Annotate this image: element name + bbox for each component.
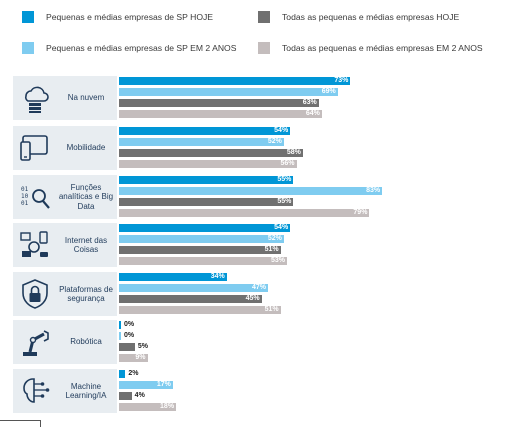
bar xyxy=(119,403,177,411)
bar-value-label: 51% xyxy=(264,246,279,253)
bar xyxy=(119,160,297,168)
bar xyxy=(119,392,132,400)
bar-value-label: 79% xyxy=(353,209,368,216)
legend-swatch xyxy=(258,42,270,54)
bar-value-label: 55% xyxy=(277,198,292,205)
bar xyxy=(119,77,351,85)
bar xyxy=(119,138,284,146)
legend-swatch xyxy=(258,11,270,23)
bar-value-label: 17% xyxy=(156,381,171,388)
bar xyxy=(119,284,268,292)
category-label: Plataformas de segurança xyxy=(59,284,113,304)
bar-value-label: 0% xyxy=(124,321,135,328)
bar xyxy=(119,306,281,314)
category-box: 01 10 01 Funções analíticas e Big Data xyxy=(13,175,117,219)
bar-value-label: 55% xyxy=(277,176,292,183)
bar xyxy=(119,127,291,135)
bar-value-label: 56% xyxy=(280,160,295,167)
svg-text:01: 01 xyxy=(21,200,29,207)
category-box: Robótica xyxy=(13,320,117,364)
legend-item: Pequenas e médias empresas de SP EM 2 AN… xyxy=(22,42,236,54)
bar-value-label: 45% xyxy=(245,295,260,302)
bar xyxy=(119,88,338,96)
bar-value-label: 47% xyxy=(251,284,266,291)
bar-value-label: 54% xyxy=(274,224,289,231)
bar-value-label: 54% xyxy=(274,127,289,134)
bar xyxy=(119,273,227,281)
category-label: Internet das Coisas xyxy=(64,235,108,255)
corner-line-decoration xyxy=(0,420,41,427)
bar-value-label: 0% xyxy=(124,332,135,339)
category-box: Mobilidade xyxy=(13,126,117,170)
category-label: Na nuvem xyxy=(67,93,105,103)
brain-circuit-icon xyxy=(19,375,51,407)
bar-value-label: 83% xyxy=(366,187,381,194)
category-label: Funções analíticas e Big Data xyxy=(58,182,114,211)
bar xyxy=(119,354,148,362)
binary-magnifier-icon: 01 10 01 xyxy=(19,181,51,213)
bar xyxy=(119,246,281,254)
legend-label: Pequenas e médias empresas de SP EM 2 AN… xyxy=(46,43,237,53)
bar-value-label: 52% xyxy=(267,138,282,145)
bar xyxy=(119,176,294,184)
bar-value-label: 9% xyxy=(135,354,146,361)
bar xyxy=(119,343,135,351)
bar xyxy=(119,295,262,303)
connected-devices-icon xyxy=(19,229,51,261)
category-box: Plataformas de segurança xyxy=(13,272,117,316)
legend-swatch xyxy=(22,42,34,54)
bar-value-label: 58% xyxy=(286,149,301,156)
bar-value-label: 2% xyxy=(128,370,139,377)
bar xyxy=(119,110,322,118)
robot-arm-icon xyxy=(19,326,51,358)
bar xyxy=(119,332,121,340)
cloud-server-icon xyxy=(19,82,51,114)
bar-value-label: 64% xyxy=(305,110,320,117)
bar-value-label: 34% xyxy=(210,273,225,280)
svg-text:01: 01 xyxy=(21,186,29,193)
bar xyxy=(119,198,294,206)
bar-value-label: 5% xyxy=(137,343,148,350)
bar xyxy=(119,370,126,378)
legend-item: Todas as pequenas e médias empresas EM 2… xyxy=(258,42,483,54)
bar-value-label: 4% xyxy=(134,392,145,399)
category-box: Machine Learning/IA xyxy=(13,369,117,413)
bar xyxy=(119,381,173,389)
bar xyxy=(119,321,121,329)
bar-value-label: 52% xyxy=(267,235,282,242)
legend-item: Pequenas e médias empresas de SP HOJE xyxy=(22,11,213,23)
category-label: Machine Learning/IA xyxy=(65,381,107,401)
bar-value-label: 73% xyxy=(334,77,349,84)
tablet-phone-icon xyxy=(19,132,51,164)
bar xyxy=(119,149,303,157)
bar xyxy=(119,187,383,195)
legend-label: Pequenas e médias empresas de SP HOJE xyxy=(46,12,214,22)
bar xyxy=(119,99,319,107)
bar xyxy=(119,257,287,265)
legend: Pequenas e médias empresas de SP HOJE Tod… xyxy=(0,0,508,64)
legend-item: Todas as pequenas e médias empresas HOJE xyxy=(258,11,459,23)
bar xyxy=(119,224,291,232)
svg-text:10: 10 xyxy=(21,193,29,200)
category-label: Mobilidade xyxy=(66,143,106,153)
bar xyxy=(119,235,284,243)
category-box: Internet das Coisas xyxy=(13,223,117,267)
bar-value-label: 18% xyxy=(160,403,175,410)
bar xyxy=(119,209,370,217)
bar-value-label: 69% xyxy=(321,88,336,95)
category-box: Na nuvem xyxy=(13,76,117,120)
legend-label: Todas as pequenas e médias empresas EM 2… xyxy=(282,43,483,53)
bar-value-label: 53% xyxy=(270,257,285,264)
legend-label: Todas as pequenas e médias empresas HOJE xyxy=(282,12,460,22)
bar-value-label: 63% xyxy=(302,99,317,106)
shield-lock-icon xyxy=(19,278,51,310)
bar-value-label: 51% xyxy=(264,306,279,313)
category-label: Robótica xyxy=(70,337,102,347)
legend-swatch xyxy=(22,11,34,23)
